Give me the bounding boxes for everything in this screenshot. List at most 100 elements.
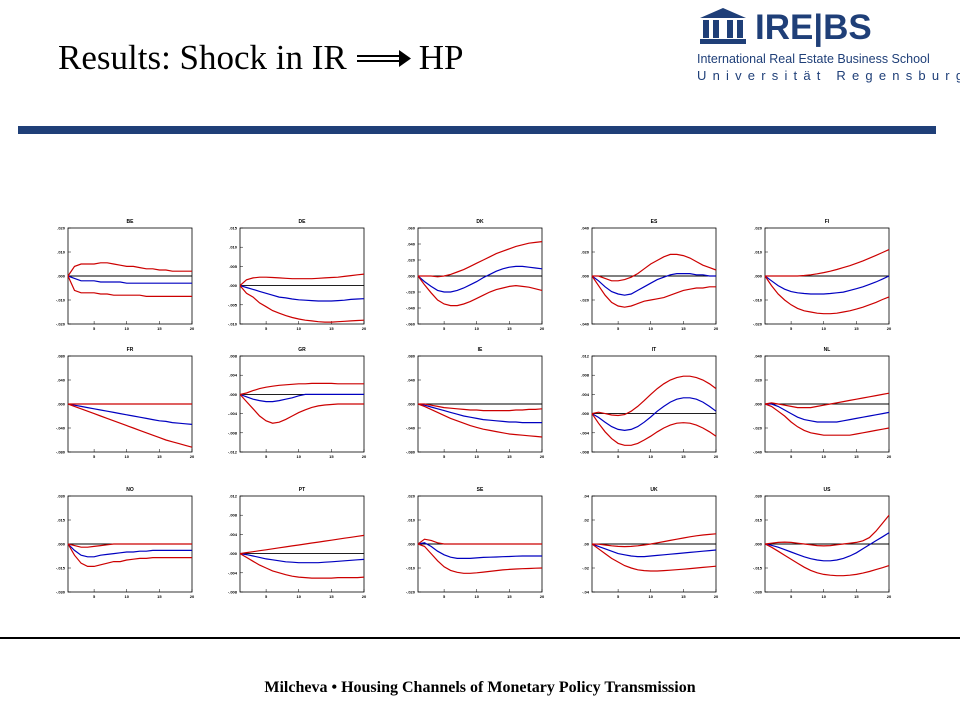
x-tick-label: 20: [362, 594, 367, 599]
y-tick-label: -.010: [56, 298, 66, 303]
lower-band-line: [764, 543, 890, 577]
panel-title: FI: [825, 219, 830, 225]
y-tick-label: .020: [581, 250, 590, 255]
y-tick-label: -.015: [753, 566, 763, 571]
x-tick-label: 15: [157, 454, 162, 459]
upper-band-line: [764, 392, 890, 409]
response-line: [67, 275, 192, 284]
panel-title: SE: [477, 487, 484, 493]
x-tick-label: 15: [329, 454, 334, 459]
upper-band-line: [67, 262, 192, 277]
x-tick-label: 20: [540, 326, 545, 331]
y-tick-label: .030: [57, 494, 66, 499]
x-tick-label: 10: [475, 454, 480, 459]
x-tick-label: 20: [887, 594, 892, 599]
panel-title: PT: [299, 487, 305, 493]
lower-band-line: [591, 275, 716, 308]
x-tick-label: 5: [93, 326, 96, 331]
panel-title: BE: [127, 219, 135, 225]
x-tick-label: 20: [887, 454, 892, 459]
y-tick-label: .020: [407, 258, 416, 263]
y-tick-label: .008: [581, 373, 590, 378]
x-tick-label: 15: [157, 326, 162, 331]
y-tick-label: .015: [754, 518, 763, 523]
irf-panel-pt: PT .012 .008 .004 .000 -.004 -.008 5 10 15 20: [228, 487, 367, 599]
response-line: [67, 403, 193, 425]
response-line: [67, 543, 192, 558]
lower-band-line: [67, 403, 193, 448]
response-line: [239, 553, 365, 564]
lower-band-line: [417, 543, 543, 574]
upper-band-line: [418, 403, 543, 412]
y-tick-label: .030: [754, 494, 763, 499]
y-tick-label: -.020: [406, 290, 416, 295]
x-tick-label: 10: [475, 594, 480, 599]
panel-title: ES: [651, 219, 658, 225]
x-tick-label: 5: [443, 454, 446, 459]
x-tick-label: 5: [790, 454, 793, 459]
y-tick-label: -.010: [753, 298, 763, 303]
lower-band-line: [239, 285, 365, 323]
irf-panel-nl: NL .040 .020 .000 -.020 -.040 5 10 15 20: [753, 347, 892, 459]
panel-title: UK: [650, 487, 658, 493]
y-tick-label: .010: [229, 245, 238, 250]
x-tick-label: 15: [854, 594, 859, 599]
x-tick-label: 5: [443, 326, 446, 331]
upper-band-line: [764, 514, 890, 547]
upper-band-line: [239, 273, 365, 287]
plot-frame: [239, 227, 365, 325]
y-tick-label: -.030: [56, 590, 66, 595]
y-tick-label: -.020: [753, 322, 763, 327]
x-tick-label: 15: [329, 326, 334, 331]
y-tick-label: .000: [754, 402, 763, 407]
panel-title: FR: [127, 347, 134, 353]
x-tick-label: 15: [681, 454, 686, 459]
y-tick-label: -.004: [228, 411, 238, 416]
y-tick-label: .012: [229, 494, 238, 499]
irf-panel-gr: GR .008 .004 .000 -.004 -.008 -.012 5 10 15 20: [228, 347, 367, 459]
lower-band-line: [67, 543, 192, 568]
y-tick-label: .000: [407, 542, 416, 547]
y-tick-label: -.040: [406, 426, 416, 431]
x-tick-label: 15: [854, 326, 859, 331]
y-tick-label: -.005: [228, 302, 238, 307]
y-tick-label: .005: [229, 264, 238, 269]
x-tick-label: 10: [297, 594, 302, 599]
y-tick-label: .080: [407, 354, 416, 359]
x-tick-label: 5: [265, 594, 268, 599]
x-tick-label: 10: [125, 326, 130, 331]
y-tick-label: .000: [57, 542, 66, 547]
response-line: [591, 543, 717, 558]
y-tick-label: .000: [581, 411, 590, 416]
y-tick-label: .02: [583, 518, 589, 523]
lower-band-line: [239, 393, 364, 424]
x-tick-label: 20: [714, 594, 719, 599]
slide-title-left: Results: Shock in IR: [58, 38, 347, 77]
x-tick-label: 5: [265, 326, 268, 331]
x-tick-label: 5: [790, 326, 793, 331]
slide-title: Results: Shock in IR HP: [58, 40, 464, 75]
x-tick-label: 10: [649, 454, 654, 459]
y-tick-label: .040: [57, 378, 66, 383]
y-tick-label: .000: [229, 551, 238, 556]
x-tick-label: 20: [887, 326, 892, 331]
y-tick-label: .015: [229, 226, 238, 231]
x-tick-label: 10: [822, 594, 827, 599]
irf-panel-fr: FR .080 .040 .000 -.040 -.080 5 10 15 20: [56, 347, 195, 459]
response-line: [591, 397, 717, 432]
y-tick-label: .000: [581, 274, 590, 279]
y-tick-label: .000: [57, 402, 66, 407]
y-tick-label: -.080: [56, 450, 66, 455]
panel-title: NL: [824, 347, 831, 353]
x-tick-label: 20: [714, 454, 719, 459]
upper-band-line: [67, 543, 192, 548]
y-tick-label: -.010: [228, 322, 238, 327]
irf-panel-se: SE .020 .010 .000 -.010 -.020 5 10 15 20: [406, 487, 545, 599]
plot-frame: [239, 495, 365, 593]
y-tick-label: .060: [407, 226, 416, 231]
irf-panel-de: DE .015 .010 .005 .000 -.005 -.010 5 10 15 20: [228, 219, 367, 331]
y-tick-label: .040: [407, 378, 416, 383]
y-tick-label: .000: [57, 274, 66, 279]
x-tick-label: 15: [681, 326, 686, 331]
